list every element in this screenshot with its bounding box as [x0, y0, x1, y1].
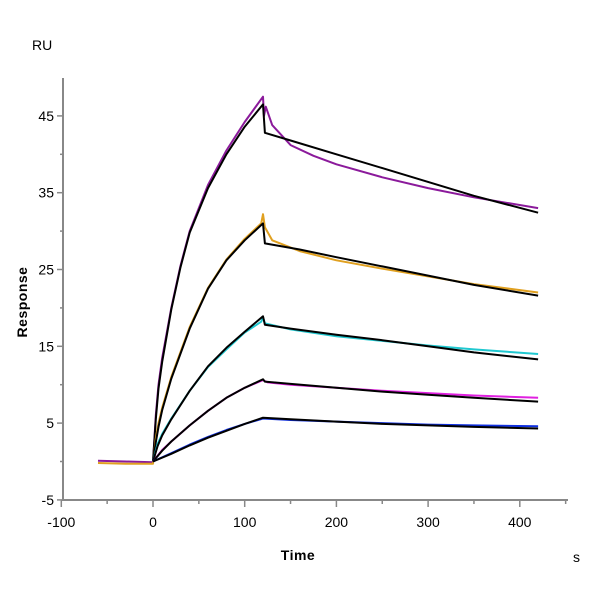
axes — [62, 78, 568, 501]
ticks: -5 5 15 25 35 45 -100 0 100 200 300 400 — [38, 108, 567, 530]
y-tick-label: 15 — [38, 338, 54, 354]
x-tick-label: -100 — [47, 514, 75, 530]
x-tick-label: 200 — [325, 514, 349, 530]
fit-curve-5 — [152, 315, 539, 462]
y-tick-label: 5 — [46, 415, 54, 431]
data-curve-8 — [152, 417, 539, 463]
x-axis-title: Time — [281, 547, 315, 563]
x-tick-label: 0 — [149, 514, 157, 530]
y-tick-label: -5 — [42, 492, 55, 508]
x-tick-label: 300 — [416, 514, 440, 530]
fit-curve-1 — [152, 103, 539, 462]
fit-curve-9 — [152, 416, 539, 463]
y-tick-label: 25 — [38, 262, 54, 278]
fit-curve-7 — [152, 378, 539, 463]
x-tick-label: 100 — [233, 514, 257, 530]
x-tick-label: 400 — [508, 514, 532, 530]
data-curve-0 — [97, 95, 539, 464]
x-unit-label: s — [573, 549, 580, 565]
y-tick-label: 45 — [38, 108, 54, 124]
data-curve-6 — [152, 379, 539, 463]
y-axis-title: Response — [14, 267, 30, 338]
fit-curve-3 — [152, 222, 539, 462]
series-group — [97, 95, 539, 465]
y-tick-label: 35 — [38, 185, 54, 201]
y-unit-label: RU — [32, 37, 52, 53]
